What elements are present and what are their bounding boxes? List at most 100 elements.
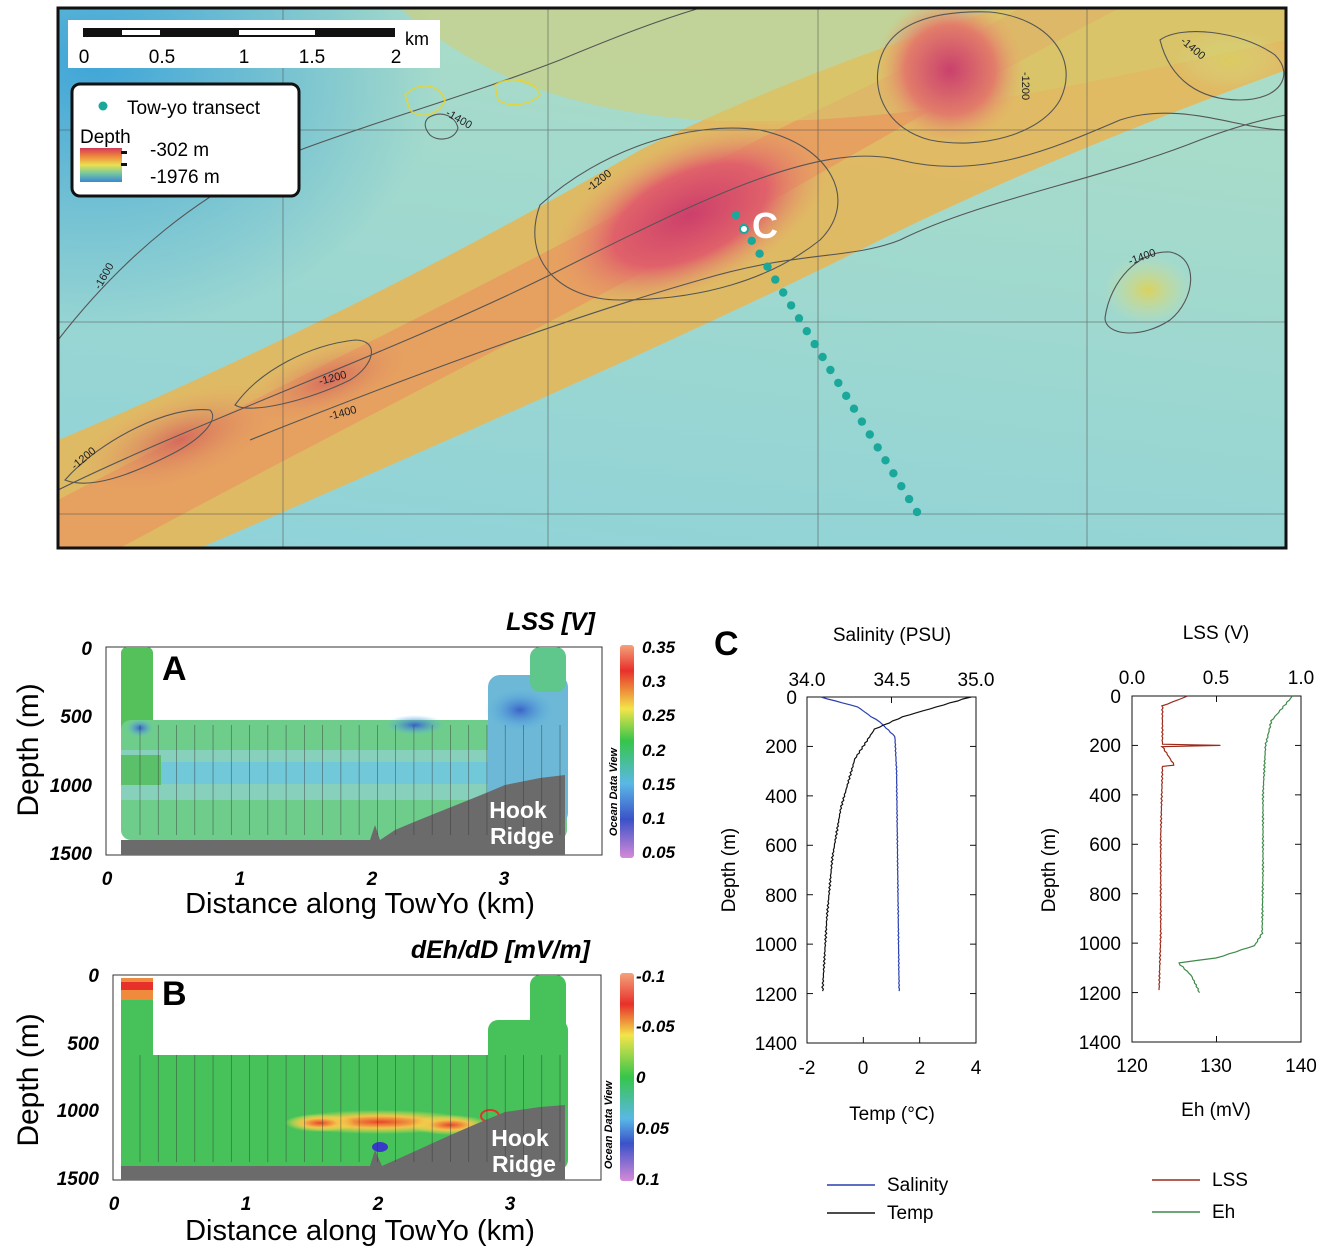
- y-tick: 600: [765, 836, 797, 857]
- scale-tick: 0.5: [149, 47, 175, 68]
- transect-point: [873, 443, 882, 452]
- y-tick: 1000: [57, 1101, 100, 1122]
- scale-unit: km: [405, 29, 429, 49]
- y-tick: 1000: [755, 935, 797, 956]
- colorbar: [620, 645, 634, 858]
- panel-c-letter: C: [714, 625, 739, 663]
- x-tick: 3: [505, 1194, 516, 1215]
- colorbar-tick: 0.05: [636, 1119, 670, 1138]
- colorbar-tick: 0.2: [642, 741, 666, 760]
- panel-b-letter: B: [162, 975, 187, 1013]
- depth-color-ramp: [80, 148, 122, 182]
- y-tick: 1000: [50, 776, 93, 797]
- y-tick: 0: [88, 966, 99, 987]
- ridge-label: Ridge: [490, 823, 554, 849]
- map-legend: [70, 82, 301, 198]
- y-tick: 1500: [50, 844, 93, 865]
- transect-legend-icon: [98, 101, 108, 111]
- chart-top-title: LSS (V): [1183, 623, 1250, 644]
- legend-eh-label: Eh: [1212, 1202, 1235, 1223]
- x-bottom-tick: 130: [1200, 1056, 1232, 1077]
- lss-eh-profile: LSS (V) 0.0 0.5 1.0 0 200 400 600 800 10…: [1039, 623, 1317, 1223]
- x-bottom-label: Temp (°C): [849, 1104, 935, 1125]
- colorbar-tick: 0.05: [642, 843, 676, 862]
- x-tick: 0: [109, 1194, 120, 1215]
- x-tick: 1: [241, 1194, 252, 1215]
- x-tick: 3: [499, 869, 510, 890]
- x-tick: 2: [372, 1194, 384, 1215]
- y-axis-label: Depth (m): [719, 828, 740, 912]
- y-tick: 1000: [1079, 934, 1121, 955]
- salinity-temp-profile: Salinity (PSU) 34.0 34.5 35.0 0 200 400 …: [719, 625, 994, 1224]
- x-top-tick: 34.5: [874, 670, 911, 691]
- colorbar-tick: 0.3: [642, 672, 666, 691]
- transect-point: [810, 339, 819, 349]
- x-tick: 2: [366, 869, 378, 890]
- colorbar-tick: -0.05: [636, 1017, 675, 1036]
- transect-point: [802, 327, 811, 336]
- transect-point: [912, 507, 922, 517]
- transect-point: [755, 249, 764, 258]
- bathymetry-map: -1400 -1200 -1400 -1200 -1600 -1400 -120…: [56, 6, 1288, 550]
- panel-a-section: LSS [V] A Hook Ridge 0 500 1000 1500 0 1…: [12, 608, 676, 920]
- x-bottom-tick: 4: [971, 1058, 982, 1079]
- ridge-label: Hook: [491, 1125, 549, 1151]
- panel-a-letter: A: [162, 650, 187, 688]
- legend-depth-max: -302 m: [150, 140, 209, 161]
- contour-label: -1200: [1019, 72, 1031, 100]
- transect-point: [731, 210, 741, 220]
- x-tick: 1: [235, 869, 246, 890]
- scale-tick: 1.5: [299, 47, 325, 68]
- y-tick: 0: [786, 688, 797, 709]
- x-bottom-tick: 120: [1116, 1056, 1148, 1077]
- transect-point: [834, 378, 843, 388]
- y-tick: 600: [1089, 835, 1121, 856]
- panel-b-section: dEh/dD [mV/m] B Hook Ridge 0 500 1000 15…: [12, 936, 675, 1247]
- panel-b-title: dEh/dD [mV/m]: [411, 936, 592, 964]
- y-tick: 1500: [57, 1169, 100, 1190]
- transect-point: [842, 391, 851, 400]
- x-bottom-tick: 140: [1285, 1056, 1317, 1077]
- transect-point: [865, 430, 874, 439]
- transect-point: [889, 469, 898, 478]
- y-tick: 200: [1089, 736, 1121, 757]
- y-tick: 800: [765, 886, 797, 907]
- eh-series-line: [1178, 695, 1293, 993]
- chart-top-title: Salinity (PSU): [833, 625, 951, 646]
- y-tick: 1400: [1079, 1033, 1121, 1054]
- colorbar-tick: 0.1: [642, 809, 666, 828]
- transect-point: [779, 288, 788, 297]
- lss-series-line: [1158, 695, 1221, 991]
- y-axis-label: Depth (m): [1039, 828, 1060, 912]
- ridge-label: Ridge: [492, 1151, 556, 1177]
- legend-transect-label: Tow-yo transect: [127, 98, 261, 119]
- y-axis-label: Depth (m): [12, 683, 45, 816]
- transect-point: [857, 417, 867, 426]
- y-tick: 500: [67, 1034, 99, 1055]
- legend-depth-title: Depth: [80, 127, 131, 148]
- transect-point: [747, 236, 756, 245]
- transect-point: [849, 404, 859, 413]
- transect-point: [771, 275, 780, 284]
- x-top-tick: 0.5: [1203, 668, 1229, 689]
- y-tick: 500: [60, 707, 92, 728]
- colorbar-label: Ocean Data View: [603, 1079, 615, 1169]
- salinity-series-line: [820, 696, 901, 992]
- transect-point: [897, 482, 906, 491]
- y-axis-label: Depth (m): [12, 1013, 45, 1146]
- panel-c-profiles: C Salinity (PSU) 34.0 34.5 35.0 0 200 40…: [714, 623, 1317, 1224]
- site-marker: [739, 224, 749, 234]
- colorbar-tick: 0.25: [642, 706, 676, 725]
- colorbar: [620, 973, 634, 1181]
- x-top-tick: 0.0: [1119, 668, 1145, 689]
- x-axis-label: Distance along TowYo (km): [185, 1215, 535, 1247]
- y-tick: 0: [1110, 687, 1121, 708]
- transect-point: [786, 301, 796, 310]
- transect-point: [826, 365, 835, 375]
- x-axis-label: Distance along TowYo (km): [185, 888, 535, 920]
- colorbar-tick: 0: [636, 1068, 646, 1087]
- x-bottom-label: Eh (mV): [1181, 1100, 1251, 1121]
- site-label: C: [752, 205, 778, 246]
- scale-tick: 2: [391, 47, 402, 68]
- legend-depth-min: -1976 m: [150, 167, 220, 188]
